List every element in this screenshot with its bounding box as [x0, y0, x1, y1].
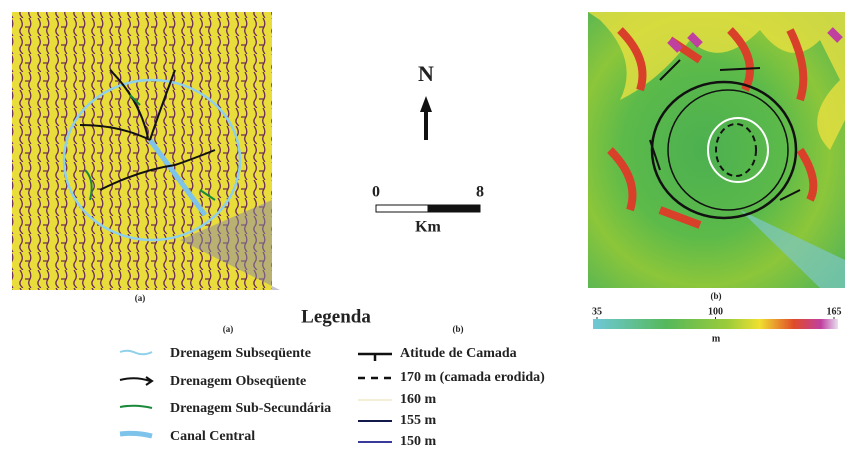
- legend-item: 150 m: [400, 434, 437, 449]
- north-arrow-shape: [420, 96, 432, 140]
- legend-column-label: (a): [223, 324, 234, 334]
- map-caption: (a): [135, 293, 146, 303]
- north-label: N: [418, 61, 434, 86]
- scale-bar: 0 8 Km: [372, 184, 484, 236]
- scale-segment: [376, 205, 428, 212]
- north-arrow: N: [418, 61, 434, 140]
- legend-symbol: [120, 351, 152, 355]
- legend-item: Canal Central: [170, 429, 255, 444]
- scale-unit: Km: [415, 219, 441, 236]
- legend-symbol: [120, 433, 152, 436]
- colorbar-tick-label: 100: [708, 306, 723, 317]
- legend-item: 170 m (camada erodida): [400, 370, 545, 385]
- colorbar-unit: m: [712, 333, 721, 344]
- map-b: (b): [588, 12, 845, 301]
- legend-item: 155 m: [400, 413, 437, 428]
- legend-symbol: [120, 406, 152, 408]
- colorbar-tick-label: 35: [592, 306, 602, 317]
- scale-segment: [428, 205, 480, 212]
- figure: (a) N 0 8 Km (b) m 35 100 165 Legenda (a) …: [0, 0, 859, 450]
- legend-item: Drenagem Sub-Secundária: [170, 401, 331, 416]
- legend-item: Drenagem Obseqüente: [170, 374, 306, 389]
- legend-symbol: [120, 377, 152, 385]
- scale-end: 8: [476, 184, 484, 201]
- map-caption: (b): [711, 291, 722, 301]
- legend-item: Atitude de Camada: [400, 346, 517, 361]
- colorbar: m 35 100 165: [592, 306, 842, 344]
- legend-column-label: (b): [453, 324, 464, 334]
- colorbar-tick-label: 165: [827, 306, 842, 317]
- legend-title: Legenda: [301, 306, 371, 327]
- map-a: (a): [12, 12, 280, 303]
- legend: Legenda (a) (b) Drenagem Subseqüente Dre…: [120, 306, 545, 449]
- scale-start: 0: [372, 184, 380, 201]
- legend-item: Drenagem Subseqüente: [170, 346, 311, 361]
- legend-symbol: [358, 354, 392, 361]
- legend-item: 160 m: [400, 392, 437, 407]
- colorbar-ramp: [593, 319, 838, 329]
